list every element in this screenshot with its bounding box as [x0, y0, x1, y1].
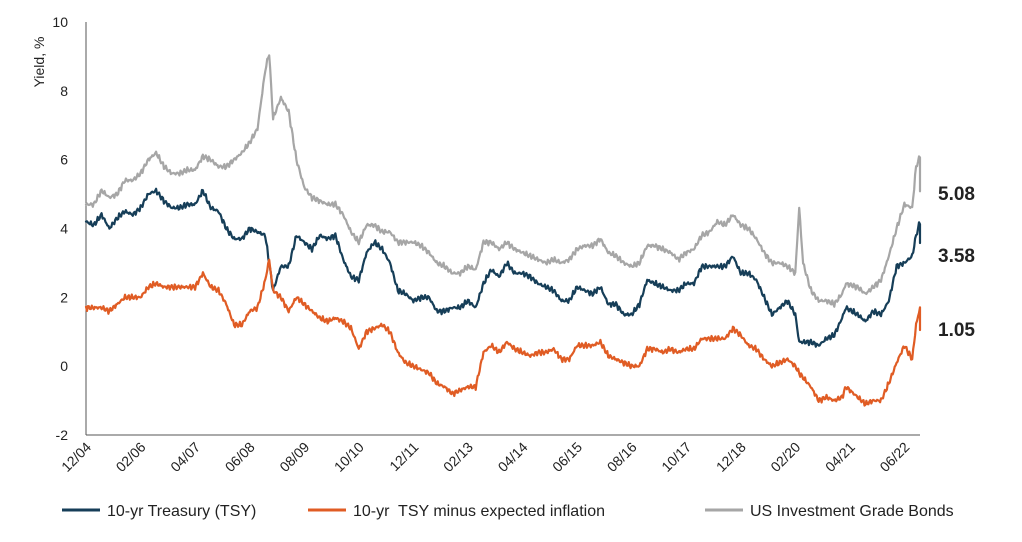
- legend-label: 10-yr TSY minus expected inflation: [353, 503, 605, 520]
- y-tick-label: 0: [60, 358, 68, 374]
- y-tick-label: 6: [60, 152, 68, 168]
- y-axis-label: Yield, %: [31, 37, 47, 88]
- x-tick-label: 12/04: [58, 439, 94, 475]
- legend: 10-yr Treasury (TSY) 10-yr TSY minus expe…: [62, 503, 954, 520]
- x-tick-label: 02/20: [767, 439, 803, 475]
- y-tick-label: 2: [60, 289, 68, 305]
- legend-label: US Investment Grade Bonds: [750, 503, 954, 520]
- x-tick-label: 12/18: [713, 439, 749, 475]
- series-line: [84, 258, 922, 407]
- x-tick-label: 02/06: [113, 439, 149, 475]
- x-tick-label: 06/08: [222, 439, 258, 475]
- series-lines: [84, 54, 922, 407]
- end-value-label: 3.58: [938, 246, 975, 267]
- x-ticks: 12/04 02/06 04/07 06/08 08/09 10/10 12/11 02/13…: [58, 439, 913, 475]
- y-ticks: -2 0 2 4 6 8 10: [52, 14, 68, 443]
- series-line: [84, 54, 922, 308]
- y-tick-label: 4: [60, 221, 68, 237]
- end-value-label: 1.05: [938, 320, 975, 341]
- legend-label: 10-yr Treasury (TSY): [107, 503, 256, 520]
- x-tick-label: 04/21: [822, 439, 858, 475]
- x-tick-label: 10/10: [331, 439, 367, 475]
- x-tick-label: 06/15: [549, 439, 585, 475]
- y-tick-label: 10: [52, 14, 68, 30]
- end-labels: 5.08 3.58 1.05: [938, 184, 975, 341]
- x-tick-label: 12/11: [386, 439, 422, 475]
- end-value-label: 5.08: [938, 184, 975, 205]
- x-tick-label: 08/16: [604, 439, 640, 475]
- x-tick-label: 04/14: [495, 439, 531, 475]
- series-line: [84, 187, 922, 348]
- x-tick-label: 08/09: [276, 439, 312, 475]
- y-tick-label: 8: [60, 83, 68, 99]
- y-tick-label: -2: [56, 427, 69, 443]
- x-tick-label: 10/17: [658, 439, 694, 475]
- x-tick-label: 04/07: [167, 439, 203, 475]
- x-tick-label: 02/13: [440, 439, 476, 475]
- x-tick-label: 06/22: [876, 439, 912, 475]
